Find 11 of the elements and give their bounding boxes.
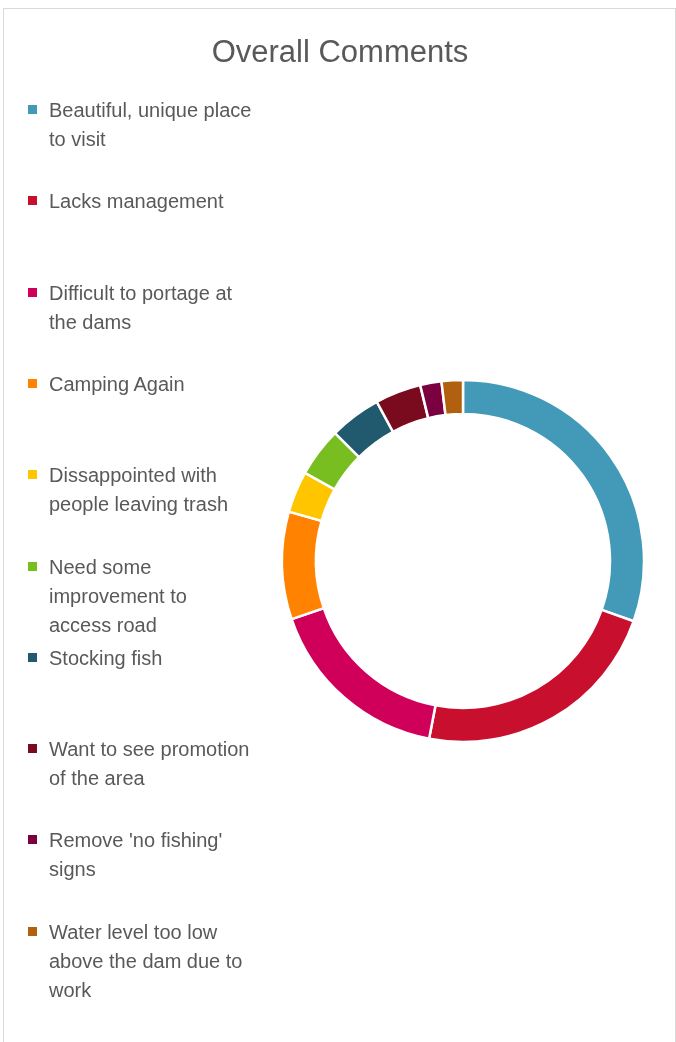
legend-label: Remove 'no fishing' signs bbox=[49, 828, 224, 883]
legend-label: Dissappointed with people leaving trash bbox=[49, 463, 229, 518]
legend-label: Need some improvement to access road bbox=[49, 554, 188, 638]
legend-label: Lacks management bbox=[49, 189, 224, 215]
legend-label: Want to see promotion of the area bbox=[49, 737, 251, 792]
legend-label: Difficult to portage at the dams bbox=[49, 280, 234, 335]
legend-label: Water level too low above the dam due to work bbox=[49, 919, 244, 1003]
legend-label: Camping Again bbox=[49, 371, 185, 397]
chart-title: Overall Comments bbox=[211, 34, 469, 69]
legend-label: Beautiful, unique place to visit bbox=[49, 98, 253, 152]
legend-label: Stocking fish bbox=[49, 645, 163, 671]
